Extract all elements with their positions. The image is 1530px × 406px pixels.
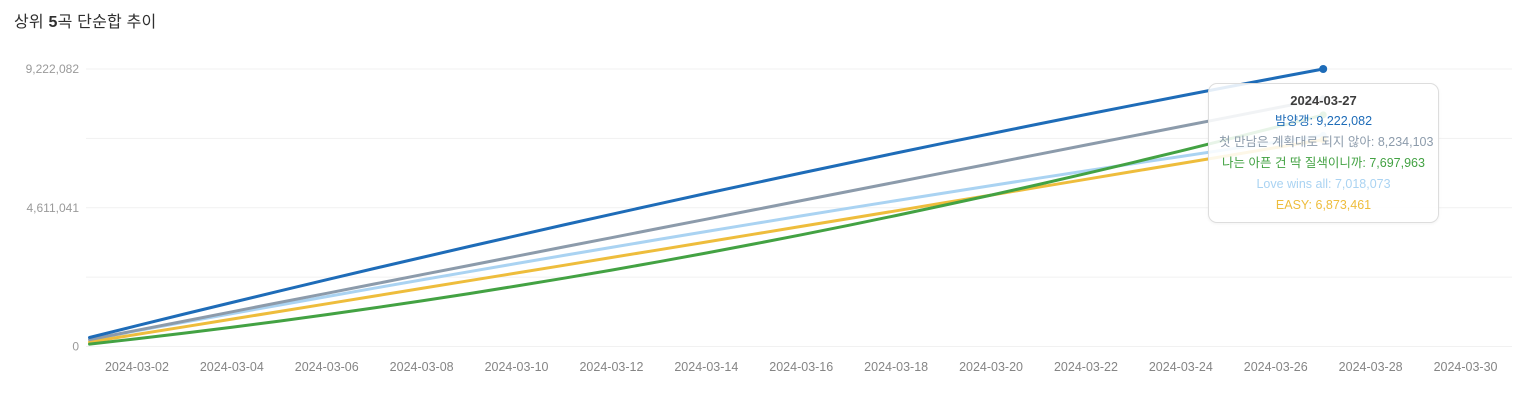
- series-line[interactable]: [88, 138, 1325, 344]
- x-axis-label: 2024-03-08: [390, 360, 454, 374]
- y-axis-label: 9,222,082: [26, 62, 80, 76]
- y-axis-label: 0: [72, 340, 79, 354]
- x-axis-label: 2024-03-30: [1434, 360, 1498, 374]
- x-axis-label: 2024-03-16: [769, 360, 833, 374]
- x-axis-label: 2024-03-18: [864, 360, 928, 374]
- tooltip-series-row: Love wins all: 7,018,073: [1256, 177, 1391, 191]
- x-axis-label: 2024-03-22: [1054, 360, 1118, 374]
- chart-title-prefix: 상위: [14, 14, 49, 31]
- x-axis-label: 2024-03-02: [105, 360, 169, 374]
- x-axis-label: 2024-03-12: [579, 360, 643, 374]
- tooltip-series-row: 나는 아픈 건 딱 질색이니까: 7,697,963: [1222, 156, 1425, 170]
- x-axis-label: 2024-03-04: [200, 360, 264, 374]
- tooltip-rows: 밤양갱: 9,222,082 첫 만남은 계획대로 되지 않아: 8,234,10…: [1219, 111, 1434, 216]
- tooltip-series-row: EASY: 6,873,461: [1275, 198, 1372, 212]
- x-axis-label: 2024-03-20: [959, 360, 1023, 374]
- series-line[interactable]: [88, 67, 1325, 339]
- tooltip-series-row: 밤양갱: 9,222,082: [1274, 114, 1373, 128]
- x-axis-label: 2024-03-10: [485, 360, 549, 374]
- x-axis-label: 2024-03-06: [295, 360, 359, 374]
- chart-title-suffix: 곡 단순합 추이: [57, 14, 157, 31]
- y-axis-label: 4,611,041: [27, 201, 80, 215]
- series-line[interactable]: [88, 133, 1325, 342]
- series-line[interactable]: [88, 113, 1325, 346]
- x-axis-label: 2024-03-14: [674, 360, 738, 374]
- x-axis-label: 2024-03-24: [1149, 360, 1213, 374]
- series-end-dot[interactable]: [1319, 65, 1328, 73]
- chart-title-count: 5: [48, 14, 58, 31]
- chart-title: 상위 5곡 단순합 추이: [14, 8, 156, 32]
- tooltip-series-row: 첫 만남은 계획대로 되지 않아: 8,234,103: [1219, 135, 1434, 149]
- x-axis-label: 2024-03-26: [1244, 360, 1308, 374]
- tooltip-date: 2024-03-27: [1290, 93, 1357, 108]
- chart-tooltip: 2024-03-27 밤양갱: 9,222,082 첫 만남은 계획대로 되지 않…: [1208, 83, 1439, 223]
- series-line[interactable]: [88, 97, 1325, 342]
- x-axis-label: 2024-03-28: [1339, 360, 1403, 374]
